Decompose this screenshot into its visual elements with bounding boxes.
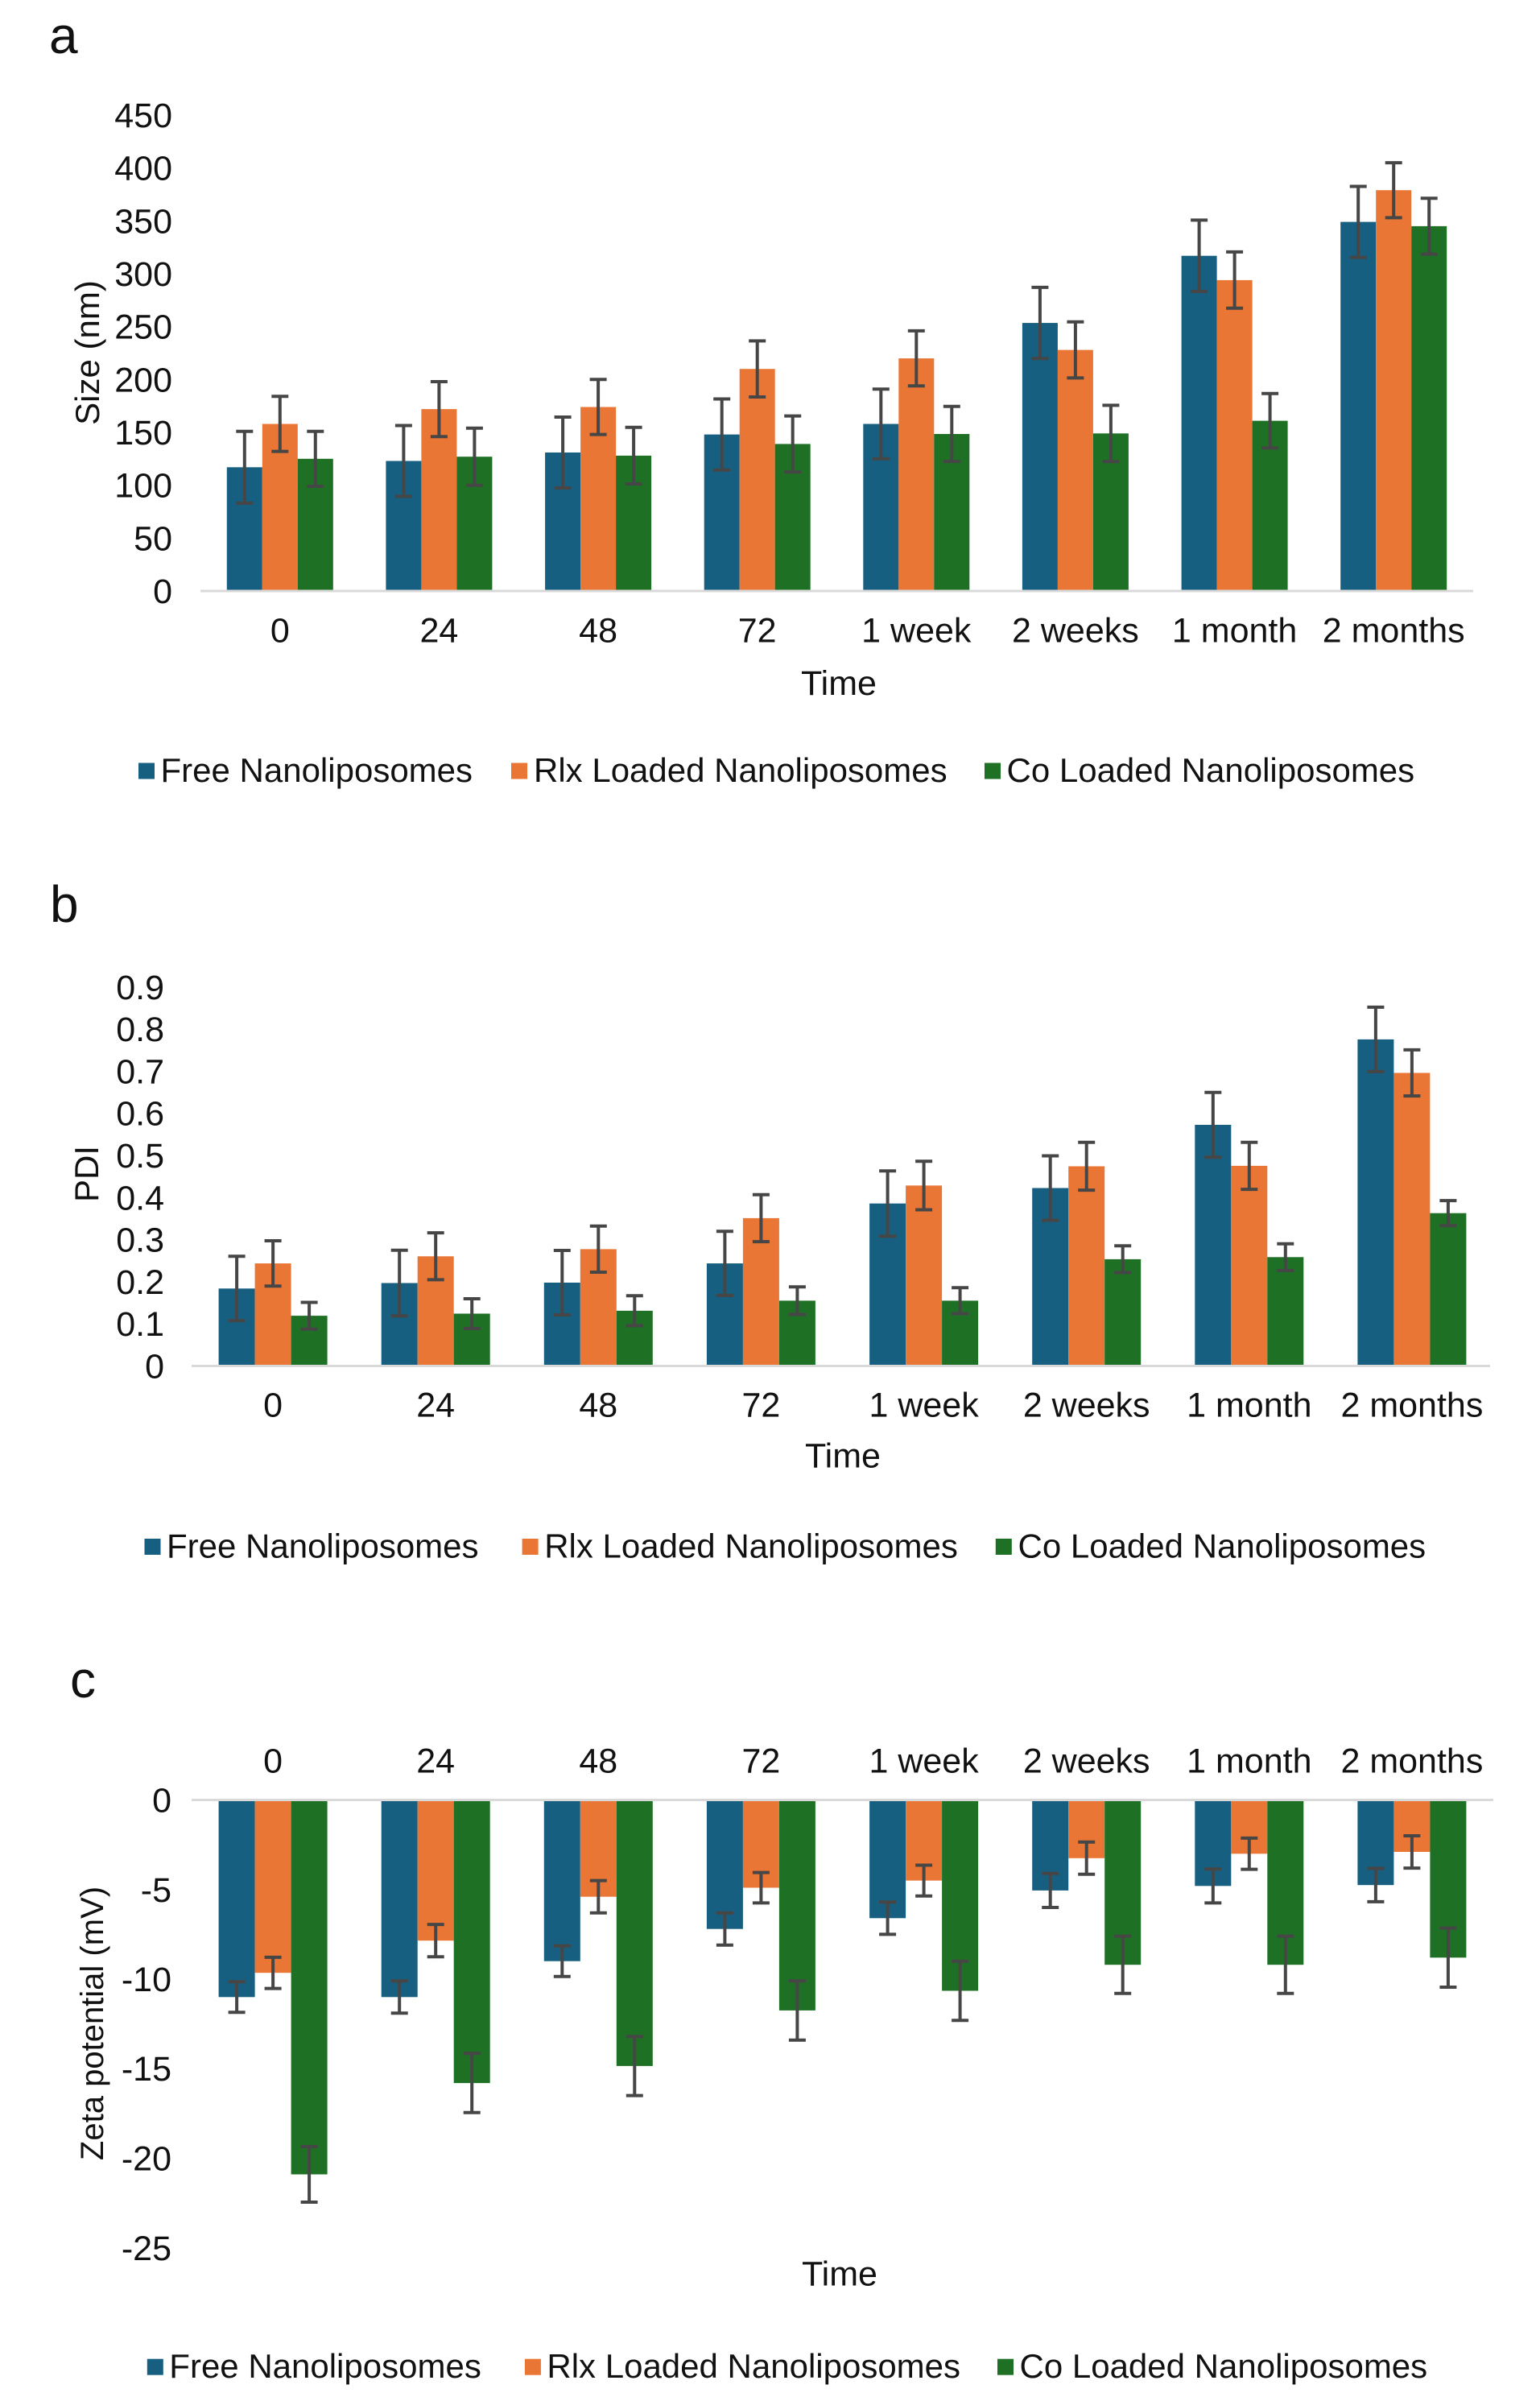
svg-text:0: 0 [263,1387,283,1425]
svg-text:1 month: 1 month [1172,612,1297,651]
svg-text:Co Loaded Nanoliposomes: Co Loaded Nanoliposomes [1020,2347,1428,2385]
svg-text:Rlx Loaded Nanoliposomes: Rlx Loaded Nanoliposomes [534,751,948,789]
svg-text:48: 48 [579,1742,617,1781]
svg-text:0.1: 0.1 [116,1305,164,1344]
svg-text:250: 250 [114,308,172,347]
svg-text:0.5: 0.5 [116,1137,164,1176]
svg-text:450: 450 [114,97,172,135]
svg-text:Rlx Loaded Nanoliposomes: Rlx Loaded Nanoliposomes [547,2347,960,2385]
svg-text:72: 72 [741,1742,780,1781]
svg-text:Time: Time [805,1437,881,1476]
svg-text:2 months: 2 months [1340,1742,1483,1781]
svg-text:1 month: 1 month [1187,1387,1311,1425]
svg-text:PDI: PDI [68,1146,105,1202]
svg-text:b: b [50,875,79,933]
svg-text:Time: Time [801,664,877,703]
svg-text:150: 150 [114,414,172,453]
svg-text:400: 400 [114,150,172,188]
svg-text:24: 24 [416,1742,455,1781]
svg-text:72: 72 [741,1387,780,1425]
svg-text:0: 0 [270,612,290,651]
svg-text:0.3: 0.3 [116,1221,164,1260]
svg-text:Free Nanoliposomes: Free Nanoliposomes [169,2347,481,2385]
svg-text:2 months: 2 months [1323,612,1465,651]
svg-text:Free Nanoliposomes: Free Nanoliposomes [161,751,473,789]
svg-text:-5: -5 [141,1871,171,1910]
svg-text:0: 0 [263,1742,283,1781]
svg-text:24: 24 [416,1387,455,1425]
svg-text:Size (nm): Size (nm) [68,280,106,425]
svg-text:a: a [49,6,78,64]
svg-text:Co Loaded Nanoliposomes: Co Loaded Nanoliposomes [1007,751,1415,789]
svg-text:0: 0 [145,1348,164,1387]
svg-text:1 week: 1 week [861,612,972,651]
svg-text:24: 24 [419,612,458,651]
svg-text:48: 48 [579,1387,617,1425]
svg-text:0: 0 [152,1782,171,1820]
svg-text:Rlx Loaded Nanoliposomes: Rlx Loaded Nanoliposomes [544,1527,958,1565]
svg-text:Co Loaded Nanoliposomes: Co Loaded Nanoliposomes [1018,1527,1426,1565]
svg-text:48: 48 [579,612,617,651]
svg-text:0.9: 0.9 [116,969,164,1007]
svg-text:Zeta potential (mV): Zeta potential (mV) [75,1887,110,2160]
svg-text:0.8: 0.8 [116,1010,164,1049]
svg-text:c: c [70,1651,96,1709]
svg-text:-20: -20 [122,2140,171,2179]
svg-text:50: 50 [134,519,172,558]
svg-text:1 week: 1 week [869,1742,979,1781]
svg-text:72: 72 [738,612,777,651]
svg-text:300: 300 [114,255,172,294]
svg-text:Time: Time [802,2255,877,2294]
svg-text:350: 350 [114,202,172,241]
svg-text:0.2: 0.2 [116,1263,164,1302]
svg-text:-10: -10 [122,1961,171,1999]
svg-text:1 week: 1 week [869,1387,979,1425]
svg-text:-25: -25 [122,2230,171,2268]
svg-text:100: 100 [114,467,172,506]
svg-text:-15: -15 [122,2050,171,2089]
svg-text:Free Nanoliposomes: Free Nanoliposomes [167,1527,479,1565]
svg-text:2 weeks: 2 weeks [1023,1387,1150,1425]
svg-text:200: 200 [114,361,172,399]
svg-text:0: 0 [153,572,172,611]
svg-text:1 month: 1 month [1187,1742,1311,1781]
svg-text:2 months: 2 months [1340,1387,1483,1425]
svg-text:0.6: 0.6 [116,1095,164,1134]
svg-text:0.4: 0.4 [116,1179,164,1217]
svg-text:0.7: 0.7 [116,1052,164,1091]
svg-text:2 weeks: 2 weeks [1023,1742,1150,1781]
svg-text:2 weeks: 2 weeks [1012,612,1139,651]
